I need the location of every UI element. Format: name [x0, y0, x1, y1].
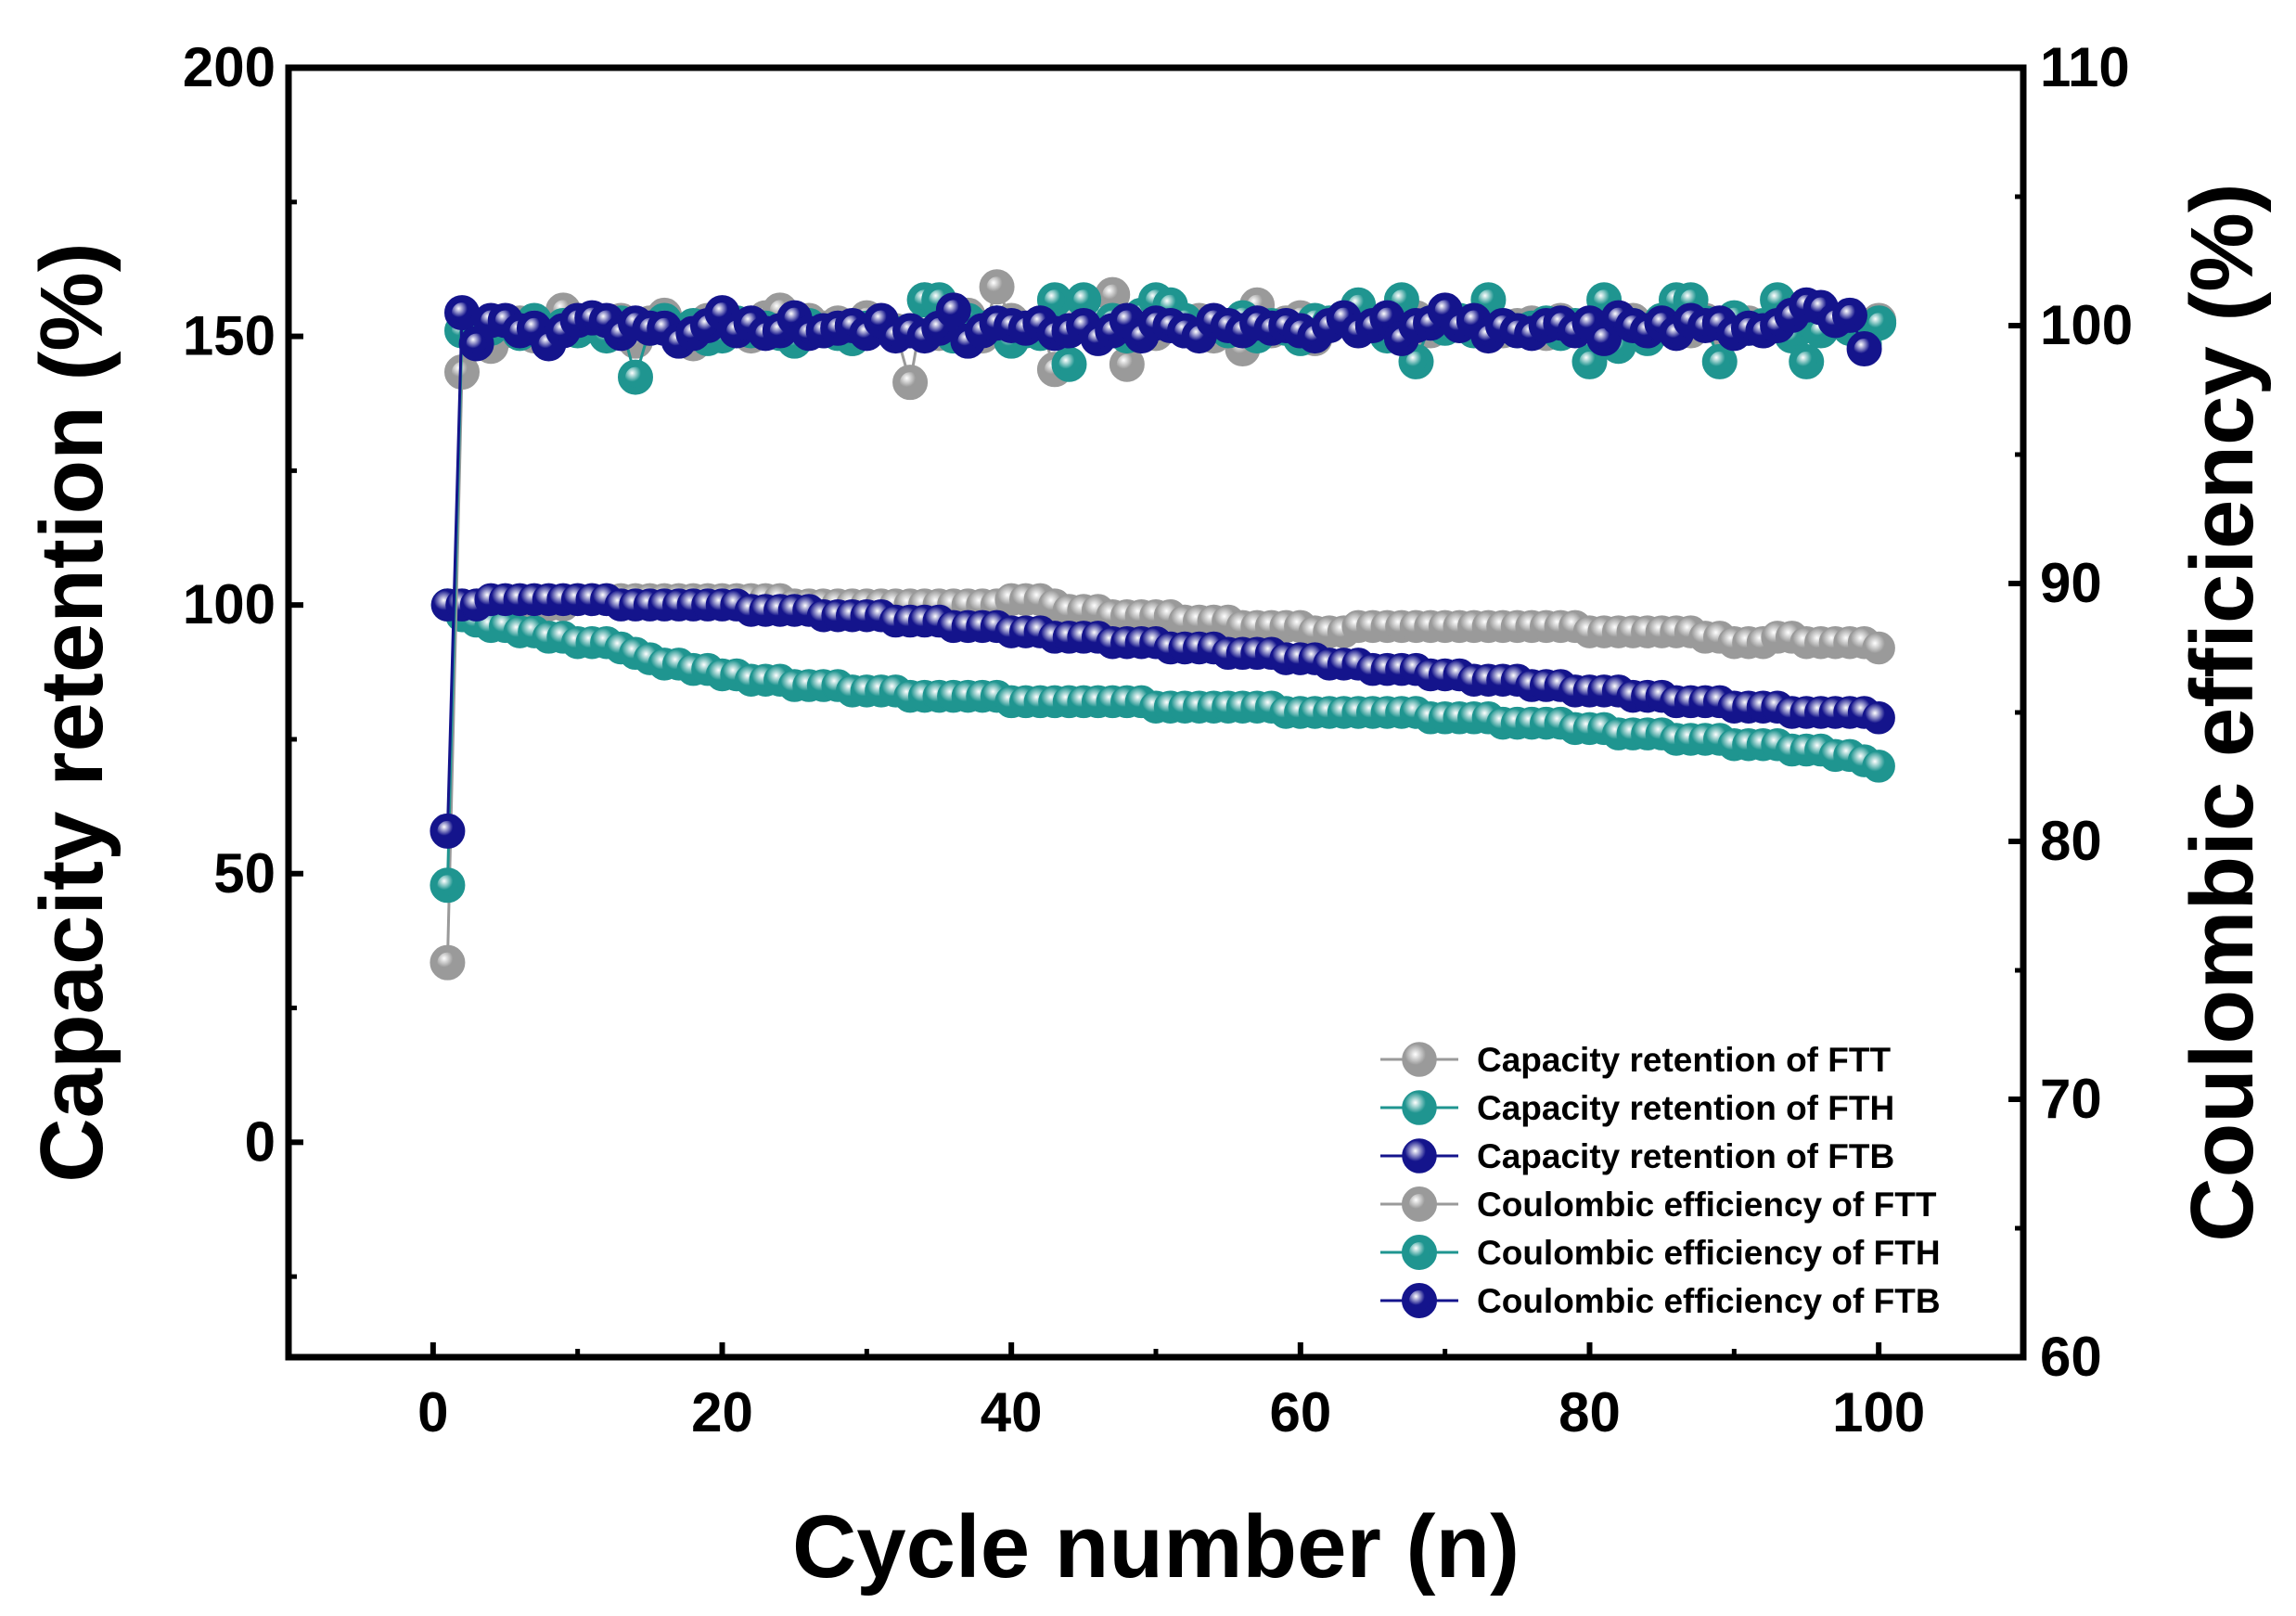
data-point — [430, 813, 466, 849]
legend-item: Capacity retention of FTH — [1380, 1089, 1894, 1127]
y-tick-label: 200 — [183, 36, 276, 98]
x-tick-label: 0 — [417, 1381, 448, 1443]
legend-label: Coulombic efficiency of FTB — [1477, 1282, 1941, 1320]
series-2 — [430, 583, 1895, 735]
x-tick-label: 40 — [981, 1381, 1043, 1443]
legend-label: Capacity retention of FTH — [1477, 1089, 1894, 1127]
x-tick-label: 20 — [691, 1381, 753, 1443]
data-point — [1109, 346, 1145, 382]
data-point — [1832, 297, 1867, 333]
series-1 — [430, 588, 1895, 783]
y2-axis-title: Coulombic efficiency (%) — [2173, 183, 2272, 1242]
series-5 — [430, 287, 1882, 849]
y2-tick-label: 60 — [2040, 1326, 2102, 1388]
data-point — [1789, 343, 1825, 379]
data-point — [1846, 331, 1882, 367]
y-tick-label: 100 — [183, 573, 276, 635]
y2-tick-label: 110 — [2040, 36, 2130, 98]
legend-item: Capacity retention of FTT — [1380, 1041, 1891, 1079]
y-tick-label: 50 — [213, 842, 276, 904]
legend-item: Capacity retention of FTB — [1380, 1137, 1894, 1175]
legend-marker — [1402, 1283, 1437, 1318]
legend-label: Capacity retention of FTT — [1477, 1041, 1891, 1079]
data-marks-layer — [430, 269, 1897, 981]
y2-tick-label: 90 — [2040, 552, 2102, 614]
data-point — [979, 269, 1015, 305]
legend-label: Capacity retention of FTB — [1477, 1137, 1894, 1175]
y2-tick-label: 80 — [2040, 810, 2102, 872]
data-point — [1862, 701, 1895, 735]
data-point — [1862, 750, 1895, 783]
data-point — [1051, 346, 1087, 382]
legend-item: Coulombic efficiency of FTB — [1380, 1282, 1941, 1320]
data-point — [892, 365, 929, 401]
legend-marker — [1402, 1186, 1437, 1222]
legend-label: Coulombic efficiency of FTH — [1477, 1234, 1941, 1272]
data-point — [1701, 343, 1738, 379]
legend-item: Coulombic efficiency of FTH — [1380, 1234, 1941, 1272]
legend-item: Coulombic efficiency of FTT — [1380, 1186, 1937, 1224]
data-point — [430, 867, 466, 904]
data-point — [1862, 631, 1895, 665]
data-point — [444, 295, 480, 331]
legend-marker — [1402, 1042, 1437, 1077]
data-point — [618, 359, 653, 395]
x-tick-label: 60 — [1269, 1381, 1331, 1443]
legend: Capacity retention of FTT Capacity retent… — [1380, 1041, 1941, 1320]
series-line — [445, 303, 1866, 831]
y-tick-label: 0 — [245, 1110, 276, 1173]
legend-marker — [1402, 1090, 1437, 1125]
data-point — [430, 944, 466, 981]
x-axis-title: Cycle number (n) — [792, 1497, 1520, 1597]
x-tick-label: 80 — [1558, 1381, 1621, 1443]
data-point — [935, 292, 971, 328]
y-axis-title: Capacity retention (%) — [22, 242, 122, 1182]
x-tick-label: 100 — [1832, 1381, 1925, 1443]
legend-label: Coulombic efficiency of FTT — [1477, 1186, 1937, 1224]
y2-tick-label: 100 — [2040, 294, 2133, 356]
legend-marker — [1402, 1235, 1437, 1270]
y2-tick-label: 70 — [2040, 1068, 2102, 1130]
axes-layer: 0 20 40 60 80 100 0 50 100 150 200 60 70 80 90 100 110 — [183, 36, 2133, 1443]
legend-marker — [1402, 1138, 1437, 1174]
y-tick-label: 150 — [183, 305, 276, 367]
